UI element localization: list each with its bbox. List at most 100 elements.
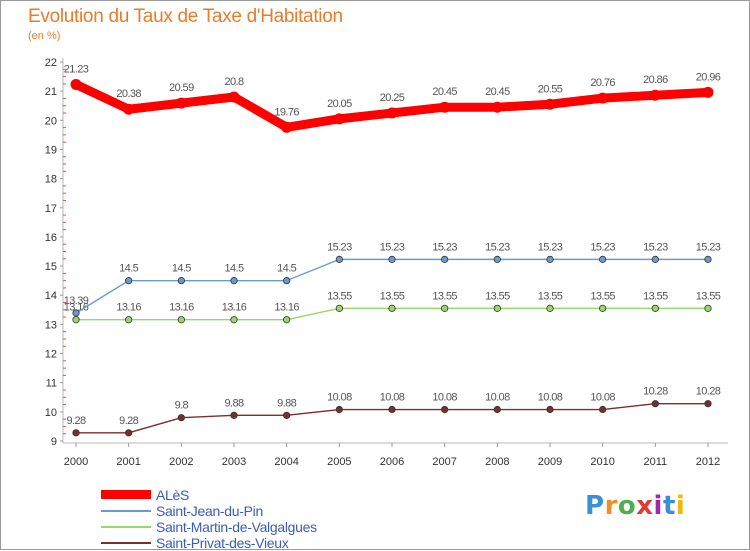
data-label-saint-martin-de-valgalgues: 13.16 [64,302,89,314]
legend-label-saint-jean-du-pin: Saint-Jean-du-Pin [156,503,263,519]
data-point-ales [491,101,503,113]
x-tick-label: 2005 [327,456,351,468]
data-label-saint-privat-des-vieux: 10.08 [380,392,405,404]
data-label-saint-jean-du-pin: 15.23 [432,241,457,253]
legend-swatch-ales [101,490,151,499]
data-label-saint-privat-des-vieux: 10.08 [485,392,510,404]
data-point-saint-jean-du-pin [704,255,712,263]
data-point-ales [439,101,451,113]
data-point-saint-martin-de-valgalgues [599,304,607,312]
chart-title: Evolution du Taux de Taxe d'Habitation [28,6,343,27]
data-label-saint-martin-de-valgalgues: 13.16 [169,302,194,314]
legend-label-saint-martin-de-valgalgues: Saint-Martin-de-Valgalgues [156,519,317,535]
data-label-saint-jean-du-pin: 15.23 [643,241,668,253]
y-tick-label: 10 [45,407,57,419]
data-point-ales [281,121,293,133]
data-label-ales: 20.8 [224,76,243,88]
y-tick-label: 18 [45,174,57,186]
data-point-saint-privat-des-vieux [493,405,501,414]
data-label-saint-jean-du-pin: 15.23 [590,241,615,253]
x-tick-label: 2009 [538,456,562,468]
data-label-saint-jean-du-pin: 15.23 [485,241,510,253]
data-point-saint-jean-du-pin [546,255,554,263]
data-label-saint-jean-du-pin: 14.5 [277,263,296,275]
data-label-ales: 20.59 [169,82,194,94]
legend-swatch-saint-privat-des-vieux [101,542,151,544]
data-label-saint-martin-de-valgalgues: 13.55 [432,290,457,302]
x-tick-label: 2002 [169,456,193,468]
y-tick-label: 15 [45,261,57,273]
x-tick-label: 2010 [590,456,614,468]
data-label-saint-jean-du-pin: 14.5 [224,263,243,275]
data-point-saint-martin-de-valgalgues [651,304,659,312]
chart-legend: ALèS Saint-Jean-du-Pin Saint-Martin-de-V… [101,487,401,551]
x-tick-label: 2003 [222,456,246,468]
x-tick-label: 2000 [64,456,88,468]
data-point-saint-martin-de-valgalgues [335,304,343,312]
data-label-saint-martin-de-valgalgues: 13.55 [380,290,405,302]
data-label-ales: 20.38 [116,88,141,100]
data-label-saint-martin-de-valgalgues: 13.55 [538,290,563,302]
y-tick-label: 9 [51,436,57,448]
y-axis-unit-label: (en %) [28,30,61,42]
data-label-saint-jean-du-pin: 15.23 [380,241,405,253]
data-point-saint-privat-des-vieux [283,411,291,419]
x-tick-label: 2007 [432,456,456,468]
x-tick-label: 2012 [696,456,720,468]
data-label-ales: 20.25 [380,92,405,104]
legend-item-saint-privat-des-vieux: Saint-Privat-des-Vieux [101,535,401,551]
data-label-ales: 20.05 [327,98,352,110]
x-tick-label: 2008 [485,456,509,468]
data-point-saint-jean-du-pin [441,255,449,263]
legend-item-saint-martin-de-valgalgues: Saint-Martin-de-Valgalgues [101,519,401,535]
y-tick-label: 11 [46,378,57,390]
data-label-saint-jean-du-pin: 15.23 [327,241,352,253]
data-point-saint-jean-du-pin [125,277,133,285]
data-label-saint-privat-des-vieux: 9.28 [66,415,85,427]
legend-swatch-saint-jean-du-pin [101,510,151,512]
data-label-saint-privat-des-vieux: 9.8 [175,400,189,412]
data-point-saint-jean-du-pin [72,309,80,317]
data-label-ales: 21.23 [64,63,89,75]
data-point-saint-privat-des-vieux [546,405,554,414]
data-point-saint-privat-des-vieux [125,429,133,437]
x-tick-label: 2006 [380,456,404,468]
y-tick-label: 16 [45,232,57,244]
data-label-saint-martin-de-valgalgues: 13.55 [643,290,668,302]
data-point-ales [70,78,82,90]
data-label-saint-martin-de-valgalgues: 13.55 [327,290,352,302]
data-point-ales [386,107,398,119]
data-point-ales [649,89,661,101]
data-point-saint-martin-de-valgalgues [704,304,712,312]
data-label-saint-martin-de-valgalgues: 13.16 [274,302,299,314]
data-point-saint-privat-des-vieux [72,429,80,437]
data-label-saint-jean-du-pin: 14.5 [172,263,191,275]
proxiti-logo: Proxiti [585,491,685,521]
data-point-ales [597,92,609,104]
y-tick-label: 14 [45,290,57,302]
data-point-saint-martin-de-valgalgues [125,316,133,324]
data-point-saint-jean-du-pin [283,277,291,285]
y-tick-label: 13 [45,319,57,331]
data-point-ales [702,86,714,98]
data-label-saint-jean-du-pin: 14.5 [119,263,138,275]
data-point-saint-martin-de-valgalgues [493,304,501,312]
data-label-saint-jean-du-pin: 15.23 [538,241,563,253]
data-label-ales: 20.55 [538,83,563,95]
data-point-saint-privat-des-vieux [441,405,449,414]
data-label-saint-privat-des-vieux: 10.08 [327,392,352,404]
data-point-saint-jean-du-pin [388,255,396,263]
data-point-saint-martin-de-valgalgues [441,304,449,312]
data-point-saint-jean-du-pin [599,255,607,263]
data-point-saint-privat-des-vieux [651,400,659,408]
data-point-saint-privat-des-vieux [388,405,396,414]
data-point-saint-martin-de-valgalgues [177,316,185,324]
data-label-ales: 20.76 [590,77,615,89]
logo-letter: x [636,491,654,521]
legend-label-ales: ALèS [156,487,190,503]
legend-swatch-saint-martin-de-valgalgues [101,526,151,528]
data-label-saint-privat-des-vieux: 9.88 [277,397,296,409]
logo-letter: i [675,491,686,521]
data-label-ales: 20.96 [696,71,721,83]
